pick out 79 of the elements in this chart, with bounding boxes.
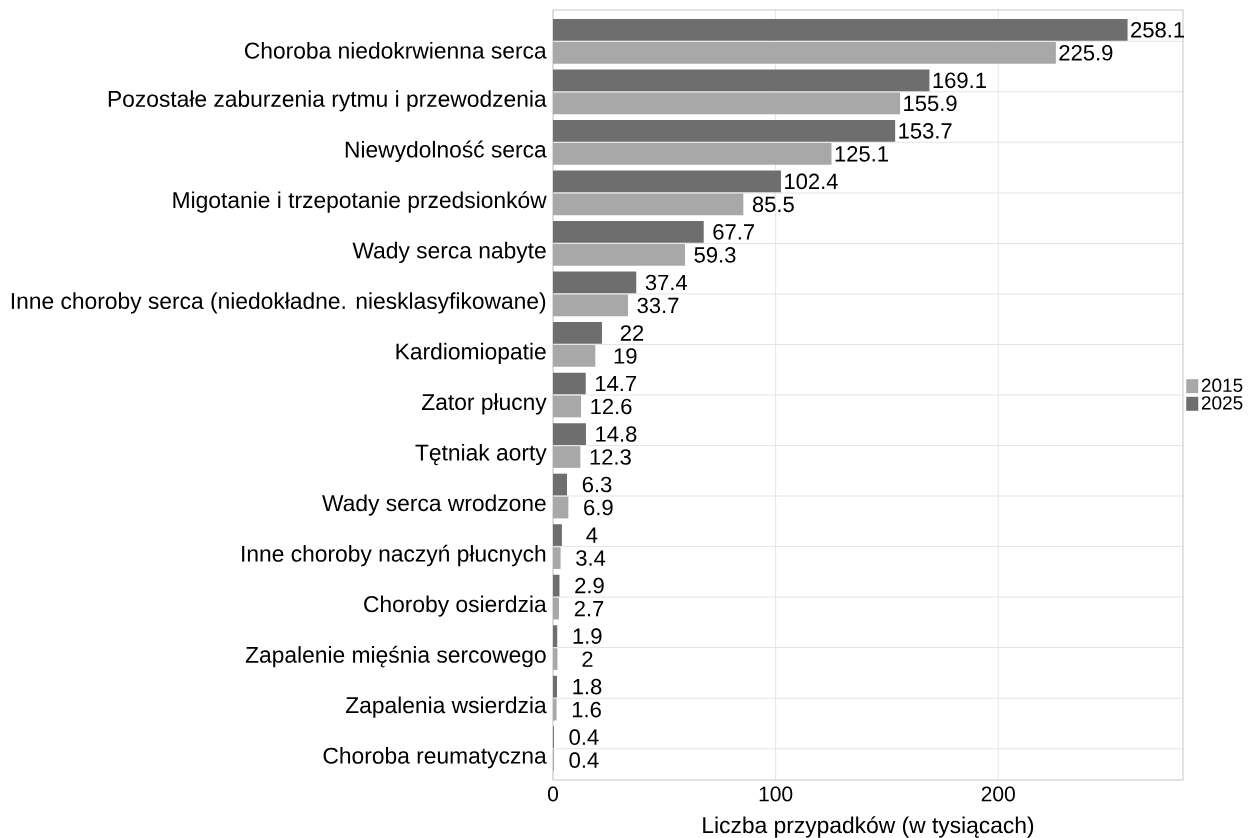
data-label: 0.4 (569, 752, 599, 768)
data-label: 153.7 (899, 123, 952, 139)
data-label: 169.1 (933, 72, 986, 89)
y-tick-label: Kardiomiopatie (396, 342, 546, 365)
data-label: 258.1 (1131, 22, 1185, 38)
data-label: 155.9 (904, 95, 957, 112)
y-tick-label: Choroba niedokrwienna serca (244, 41, 547, 59)
bar (553, 345, 596, 367)
bar (553, 597, 560, 620)
data-label: 1.8 (573, 678, 602, 695)
bar (553, 395, 582, 418)
bar (553, 244, 686, 266)
y-tick-label: Choroba reumatyczna (323, 747, 547, 769)
y-tick-label: Inne choroby serca (niedokładne. niesklasyfikowane) (11, 292, 546, 314)
bar (553, 496, 569, 519)
data-label: 1.9 (573, 628, 602, 644)
legend-label: 2025 (1201, 396, 1243, 410)
data-label: 6.3 (582, 476, 612, 493)
bar (553, 675, 558, 698)
data-label: 225.9 (1059, 45, 1113, 61)
data-label: 4 (586, 527, 598, 543)
bar (553, 322, 602, 344)
data-label: 33.7 (637, 297, 679, 314)
y-tick-label: Migotanie i trzepotanie przedsionków (173, 191, 547, 213)
bar (553, 18, 1128, 41)
bar (553, 625, 558, 647)
y-tick-label: Choroby osierdzia (364, 595, 547, 617)
bar (553, 221, 704, 243)
data-label: 14.7 (595, 375, 637, 392)
data-label: 22 (620, 325, 644, 341)
bar (553, 473, 568, 496)
y-tick-label: Wady serca nabyte (352, 241, 546, 264)
y-tick-label: Tętniak aorty (415, 443, 547, 466)
x-axis-title: Liczba przypadków (w tysiącach) (703, 816, 1034, 838)
y-tick-label: Zapalenie mięśnia sercowego (245, 645, 546, 668)
data-label: 102.4 (785, 173, 838, 190)
bar (553, 372, 586, 395)
data-label: 67.7 (713, 224, 754, 240)
data-label: 85.5 (752, 196, 794, 213)
data-label: 2.7 (574, 600, 604, 617)
bar (553, 193, 744, 216)
y-tick-label: Zator płucny (422, 393, 547, 415)
bar (553, 446, 581, 468)
data-label: 2 (582, 651, 593, 667)
bar (553, 271, 637, 294)
data-label: 1.6 (572, 701, 601, 718)
data-label: 3.4 (576, 550, 606, 566)
bar (553, 524, 562, 546)
legend-label: 2015 (1201, 378, 1243, 393)
y-tick-label: Niewydolność serca (345, 140, 547, 163)
data-label: 59.3 (694, 247, 736, 263)
data-label: 37.4 (645, 274, 688, 291)
bar (553, 423, 586, 445)
y-tick-label: Zapalenia wsierdzia (345, 696, 547, 718)
bar (553, 648, 558, 670)
data-label: 12.6 (591, 398, 632, 415)
data-label: 14.8 (596, 426, 637, 442)
data-label: 0.4 (569, 729, 599, 745)
bar (553, 698, 557, 721)
data-label: 12.3 (590, 449, 631, 465)
y-tick-label: Inne choroby naczyń płucnych (242, 544, 546, 567)
bar (553, 143, 832, 165)
bar (553, 41, 1056, 64)
data-label: 2.9 (575, 577, 604, 594)
bar (553, 120, 896, 142)
y-tick-label: Pozostałe zaburzenia rytmu i przewodzenia (108, 90, 547, 112)
x-tick-label: 0 (547, 786, 559, 802)
bar (553, 547, 561, 569)
bar (553, 92, 901, 115)
bar (553, 574, 560, 597)
bar (553, 170, 781, 193)
data-label: 19 (614, 348, 637, 364)
data-label: 6.9 (584, 499, 613, 516)
x-tick-label: 100 (759, 786, 793, 802)
bar (553, 69, 930, 92)
x-tick-label: 200 (981, 786, 1015, 802)
data-label: 125.1 (835, 146, 888, 162)
y-tick-label: Wady serca wrodzone (322, 494, 546, 516)
bar (553, 294, 629, 317)
